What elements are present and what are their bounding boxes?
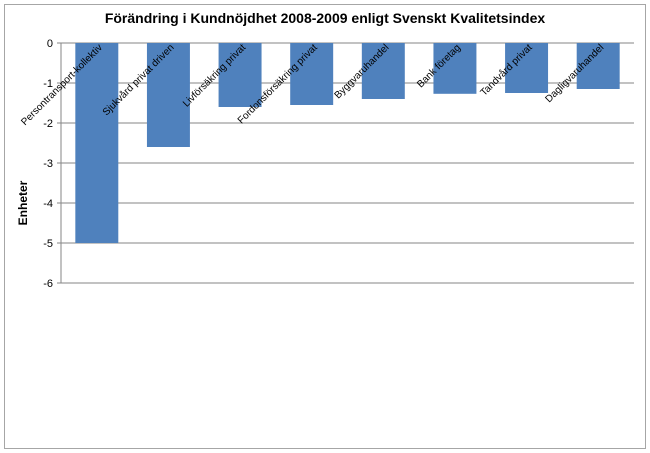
bar-7 — [576, 43, 620, 89]
bar-4 — [361, 43, 405, 99]
y-tick-label-6: -6 — [43, 278, 53, 290]
y-tick-label-0: 0 — [47, 38, 53, 50]
y-axis-ticks: 0 -1 -2 -3 -4 -5 -6 — [43, 38, 62, 290]
bar-2 — [218, 43, 262, 107]
y-tick-label-1: -1 — [43, 78, 53, 90]
bars — [75, 43, 620, 243]
y-tick-label-2: -2 — [43, 118, 53, 130]
bar-6 — [505, 43, 549, 93]
bar-1 — [146, 43, 190, 147]
bar-0 — [75, 43, 119, 243]
y-tick-label-5: -5 — [43, 238, 53, 250]
y-tick-label-4: -4 — [43, 198, 53, 210]
chart-title: Förändring i Kundnöjdhet 2008-2009 enlig… — [104, 10, 546, 26]
y-tick-label-3: -3 — [43, 158, 53, 170]
bar-3 — [290, 43, 334, 105]
bar-5 — [433, 43, 477, 94]
